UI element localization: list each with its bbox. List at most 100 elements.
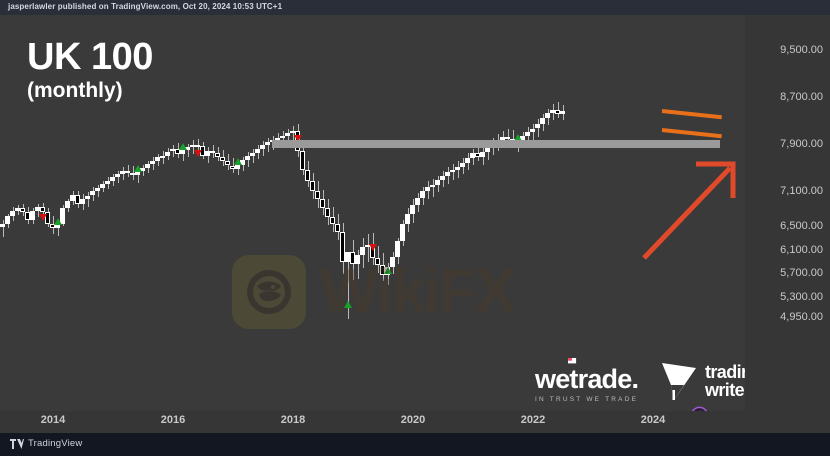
candle-body (430, 184, 436, 188)
candle-body (535, 123, 541, 129)
candle-body (520, 135, 526, 141)
candle-body (25, 212, 31, 221)
wikifx-watermark: WikiFX (232, 255, 516, 329)
candle-body (455, 167, 461, 170)
candle-body (475, 153, 481, 157)
tradingview-logo-icon (10, 438, 24, 449)
bullish-arrow-icon[interactable] (630, 140, 745, 265)
candle-body (0, 223, 6, 227)
candle-wick (2, 220, 4, 237)
candle-body (290, 130, 296, 134)
candle-body (100, 184, 106, 188)
candle-body (235, 165, 241, 170)
candle-body (105, 180, 111, 185)
candle-body (450, 169, 456, 172)
wetrade-wordmark: wetrade. (535, 364, 639, 394)
candle-body (65, 201, 71, 209)
candle-body (530, 128, 536, 132)
time-axis-label: 2022 (520, 414, 546, 426)
candle-body (440, 175, 446, 181)
candle-body (275, 137, 281, 141)
candle-wick (57, 221, 59, 237)
timeframe-subtitle: (monthly) (27, 79, 123, 102)
candle-wick (367, 234, 369, 263)
tw-line-2: writers (705, 380, 745, 400)
lion-head-icon (232, 255, 306, 329)
candle-body (35, 206, 41, 211)
candle-wick (447, 167, 449, 184)
candle-body (325, 208, 331, 217)
candle-body (205, 150, 211, 156)
candle-body (80, 199, 86, 205)
price-axis-label: 7,900.00 (780, 138, 823, 150)
wetrade-tagline: IN TRUST WE TRADE (535, 396, 639, 403)
candle-body (160, 155, 166, 158)
candle-body (540, 118, 546, 124)
candle-body (390, 256, 396, 268)
price-axis-label: 6,100.00 (780, 243, 823, 256)
candle-wick (347, 251, 349, 319)
candle-wick (512, 129, 514, 149)
candle-body (260, 145, 266, 149)
flag-icon (568, 358, 577, 364)
candle-wick (192, 140, 194, 155)
candle-body (185, 147, 191, 150)
candle-body (190, 145, 196, 148)
price-axis[interactable]: 9,500.00 8,700.00 7,900.00 7,100.00 6,500.00… (745, 15, 830, 433)
candle-body (60, 208, 66, 224)
candle-wick (557, 101, 559, 118)
candle-body (240, 160, 246, 165)
candle-body (75, 194, 81, 205)
candle-body (15, 208, 21, 211)
footer-bar: TradingView (0, 433, 830, 456)
time-axis-label: 2024 (640, 414, 666, 426)
resistance-line[interactable] (272, 140, 720, 148)
candle-body (500, 136, 506, 141)
buy-signal-marker (178, 143, 187, 151)
tradingview-logo[interactable]: TradingView (10, 438, 82, 449)
sell-signal-marker (293, 134, 302, 142)
price-axis-label: 5,700.00 (780, 267, 823, 280)
candle-body (140, 167, 146, 172)
candle-body (245, 156, 251, 161)
candle-body (420, 190, 426, 198)
candle-body (175, 149, 181, 155)
candle-body (425, 187, 431, 191)
candle-wick (232, 157, 234, 174)
flag-lower-line[interactable] (661, 128, 722, 139)
time-axis[interactable]: 2014 2016 2018 2020 2022 2024 (0, 411, 745, 433)
buy-signal-marker (513, 134, 522, 142)
flag-upper-line[interactable] (661, 109, 722, 120)
buy-signal-marker (343, 300, 352, 308)
attribution-bar: jasperlawler published on TradingView.co… (0, 0, 830, 15)
pen-nib-icon (662, 363, 696, 400)
candle-wick (87, 192, 89, 207)
candle-body (345, 251, 351, 263)
candle-body (155, 157, 161, 162)
candle-body (265, 142, 271, 145)
candle-body (405, 214, 411, 224)
candle-body (320, 199, 326, 209)
candle-body (145, 164, 151, 168)
candle-body (30, 210, 36, 221)
chart-title-block: UK 100 (monthly) (27, 37, 153, 103)
candle-body (255, 148, 261, 153)
buy-signal-marker (233, 157, 242, 165)
candle-body (340, 231, 346, 263)
buy-signal-marker (133, 164, 142, 172)
candle-body (465, 157, 471, 163)
candle-body (50, 224, 56, 229)
candle-wick (532, 123, 534, 141)
candle-body (365, 244, 371, 248)
candle-body (485, 147, 491, 152)
wetrade-logo: wetrade. IN TRUST WE TRADE (535, 358, 639, 403)
candle-body (360, 247, 366, 256)
candle-body (335, 223, 341, 232)
time-axis-label: 2018 (280, 414, 306, 426)
time-axis-label: 2016 (160, 414, 186, 426)
candle-wick (137, 168, 139, 183)
lightning-bolt-icon[interactable] (690, 406, 709, 411)
candle-body (135, 171, 141, 176)
candle-body (410, 204, 416, 215)
